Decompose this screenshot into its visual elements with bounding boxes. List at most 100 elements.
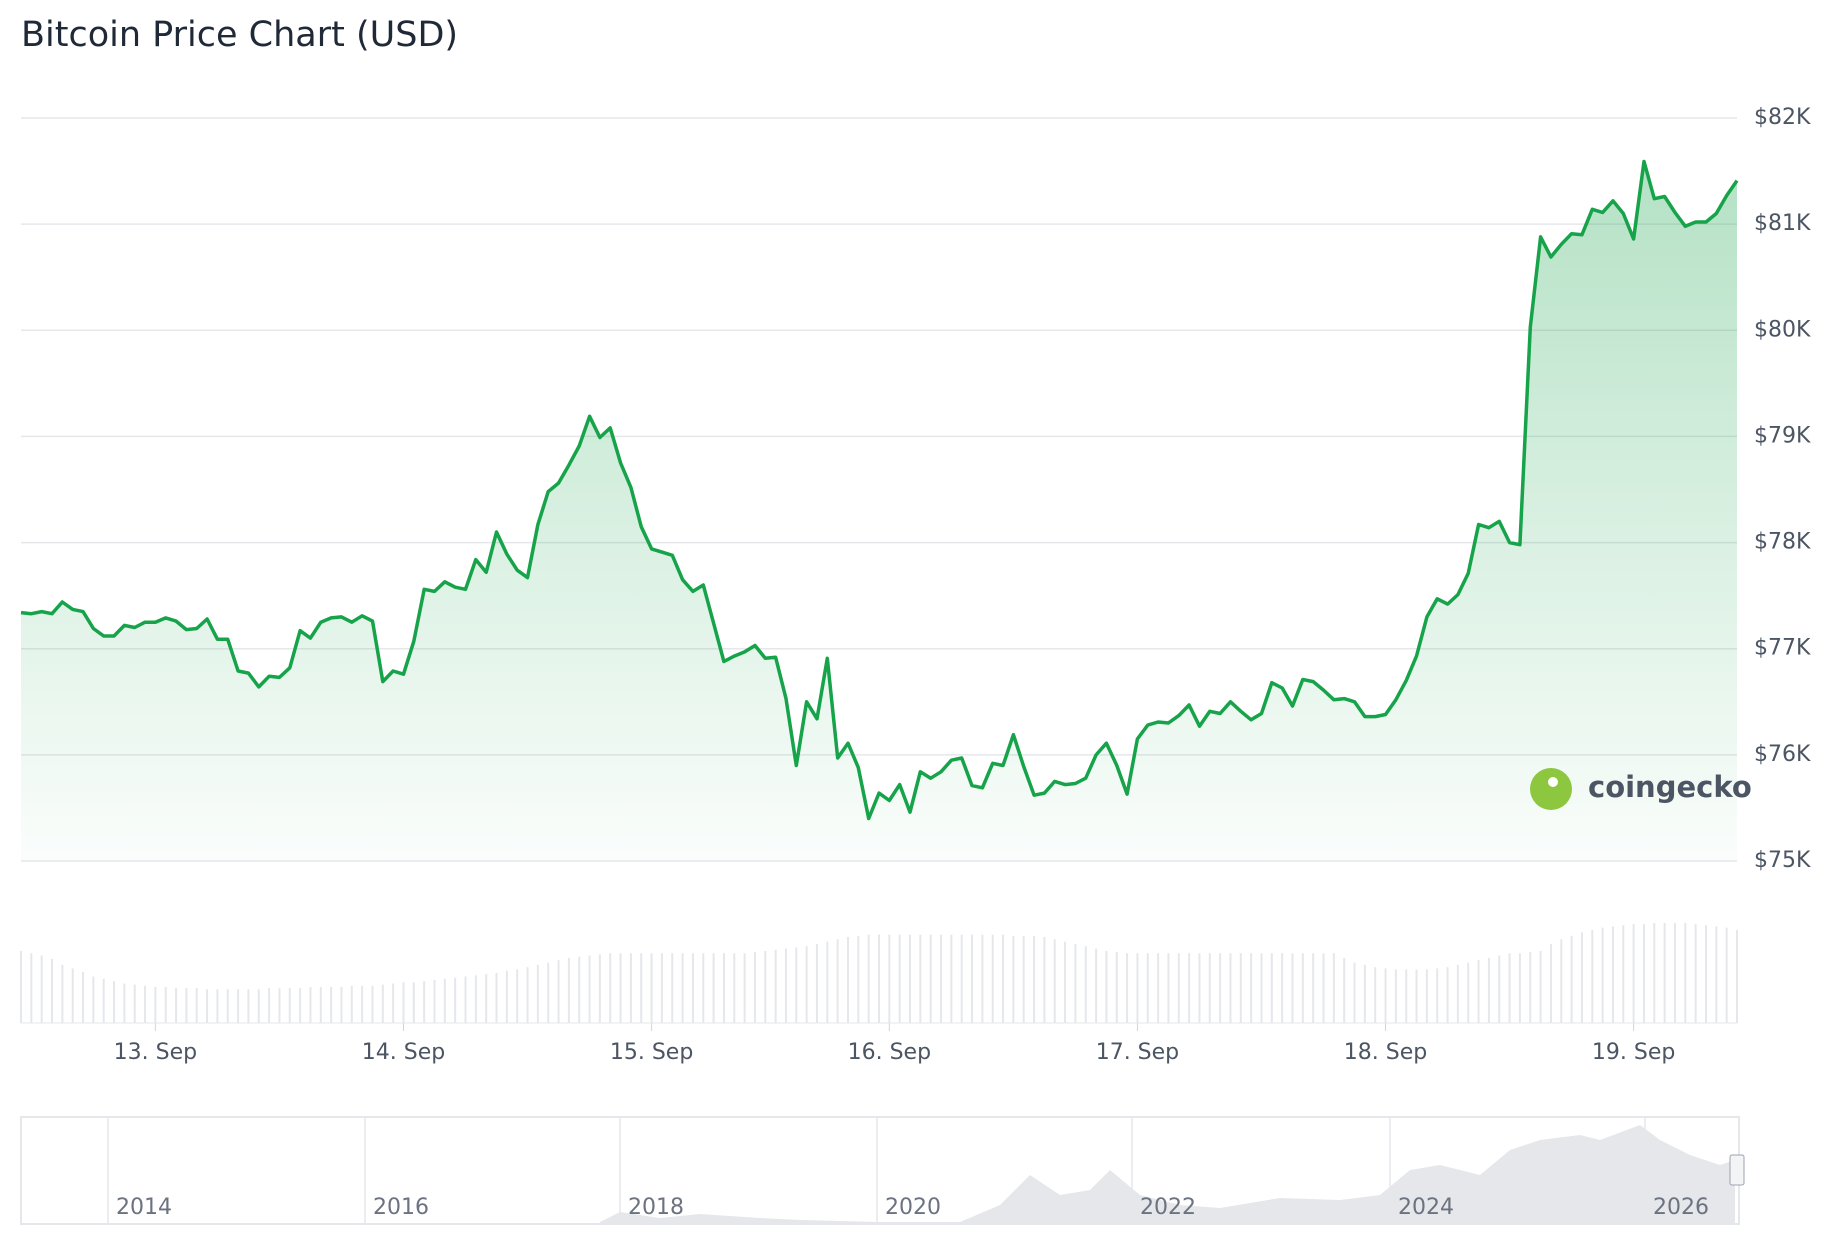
volume-bar — [1415, 969, 1418, 1023]
volume-bar — [526, 967, 529, 1023]
volume-bar — [1053, 939, 1056, 1023]
volume-bar — [1084, 946, 1087, 1023]
volume-bar — [206, 989, 209, 1023]
volume-bar — [1570, 935, 1573, 1023]
volume-bar — [588, 955, 591, 1023]
volume-bar — [909, 934, 912, 1023]
watermark: coingecko — [1530, 768, 1752, 810]
y-tick-label: $76K — [1754, 742, 1811, 767]
volume-bar — [1446, 967, 1449, 1023]
volume-bar — [195, 988, 198, 1023]
volume-bar — [30, 953, 33, 1023]
volume-bar — [846, 936, 849, 1023]
volume-bar — [702, 953, 705, 1023]
volume-bar — [629, 953, 632, 1023]
volume-bar — [867, 934, 870, 1023]
volume-bar — [1632, 924, 1635, 1023]
volume-bar — [1498, 955, 1501, 1023]
volume-bar — [691, 953, 694, 1023]
volume-bar — [113, 981, 116, 1023]
volume-bar — [1425, 969, 1428, 1023]
volume-bar — [650, 953, 653, 1023]
volume-bar — [319, 986, 322, 1023]
price-line — [20, 159, 1739, 821]
y-tick-label: $75K — [1754, 848, 1811, 873]
volume-bar — [1436, 968, 1439, 1023]
volume-bar — [299, 988, 302, 1023]
volume-bar — [557, 960, 560, 1023]
volume-bar — [485, 974, 488, 1023]
volume-bar — [144, 985, 147, 1023]
volume-bar — [454, 977, 457, 1023]
volume-bar — [774, 949, 777, 1023]
volume-bar — [1208, 953, 1211, 1023]
volume-bar — [609, 953, 612, 1023]
navigator-label: 2026 — [1653, 1195, 1709, 1220]
x-tick-label: 13. Sep — [114, 1040, 197, 1065]
navigator-label: 2016 — [373, 1195, 429, 1220]
navigator-area — [600, 1125, 1735, 1224]
volume-bar — [1095, 948, 1098, 1023]
volume-bar — [1725, 927, 1728, 1023]
navigator-handle[interactable] — [1729, 1154, 1745, 1186]
volume-bar — [495, 973, 498, 1023]
volume-bar — [1508, 953, 1511, 1023]
volume-bar — [671, 953, 674, 1023]
volume-bar — [722, 953, 725, 1023]
y-tick-label: $79K — [1754, 423, 1811, 448]
volume-bar — [340, 986, 343, 1023]
volume-bar — [1684, 923, 1687, 1023]
logo — [1530, 768, 1572, 810]
area — [21, 161, 1737, 861]
volume-bar — [1012, 935, 1015, 1023]
volume-bar — [350, 985, 353, 1023]
volume-bar — [1343, 957, 1346, 1023]
volume-bar — [1663, 923, 1666, 1023]
navigator-label: 2024 — [1398, 1195, 1454, 1220]
volume-bar — [1467, 962, 1470, 1023]
volume-bar — [1694, 924, 1697, 1023]
volume-bar — [1549, 943, 1552, 1023]
navigator[interactable]: 2014 2016 2018 2020 2022 2024 2026 — [20, 1116, 1745, 1225]
volume-bar — [888, 934, 891, 1023]
volume-bar — [1022, 935, 1025, 1023]
volume-bar — [1157, 953, 1160, 1023]
volume-bar — [784, 948, 787, 1023]
volume-bar — [123, 983, 126, 1023]
volume-bar — [1219, 953, 1222, 1023]
volume-bar — [898, 934, 901, 1023]
volume-bar — [753, 952, 756, 1023]
volume-bar — [1260, 953, 1263, 1023]
volume-bar — [1715, 926, 1718, 1023]
volume-bar — [536, 964, 539, 1023]
volume-bar — [1033, 935, 1036, 1023]
volume-bar — [1136, 953, 1139, 1023]
volume-bar — [1270, 953, 1273, 1023]
navigator-label: 2022 — [1140, 1195, 1196, 1220]
volume-bar — [1456, 964, 1459, 1023]
volume-bar — [92, 976, 95, 1023]
y-tick-label: $82K — [1754, 105, 1811, 130]
volume-bar — [836, 939, 839, 1023]
volume-bar — [1518, 953, 1521, 1023]
volume-bar — [681, 953, 684, 1023]
volume-bar — [257, 989, 260, 1023]
volume-bar — [795, 947, 798, 1023]
volume-bar — [1591, 929, 1594, 1023]
volume-bar — [1384, 968, 1387, 1023]
volume-bar — [1653, 923, 1656, 1023]
volume-bar — [1529, 952, 1532, 1023]
volume-bar — [40, 955, 43, 1023]
volume-bar — [1394, 969, 1397, 1023]
x-tick-label: 18. Sep — [1344, 1040, 1427, 1065]
volume-bar — [1105, 950, 1108, 1023]
watermark-text: coingecko — [1588, 770, 1752, 804]
volume-bar — [1673, 923, 1676, 1023]
volume-bar — [133, 984, 136, 1023]
volume-bar — [1322, 953, 1325, 1023]
volume-bar — [1374, 967, 1377, 1023]
volume-bar — [991, 934, 994, 1023]
volume-bar — [1601, 927, 1604, 1023]
volume-bar — [1167, 953, 1170, 1023]
volume-bar — [960, 934, 963, 1023]
